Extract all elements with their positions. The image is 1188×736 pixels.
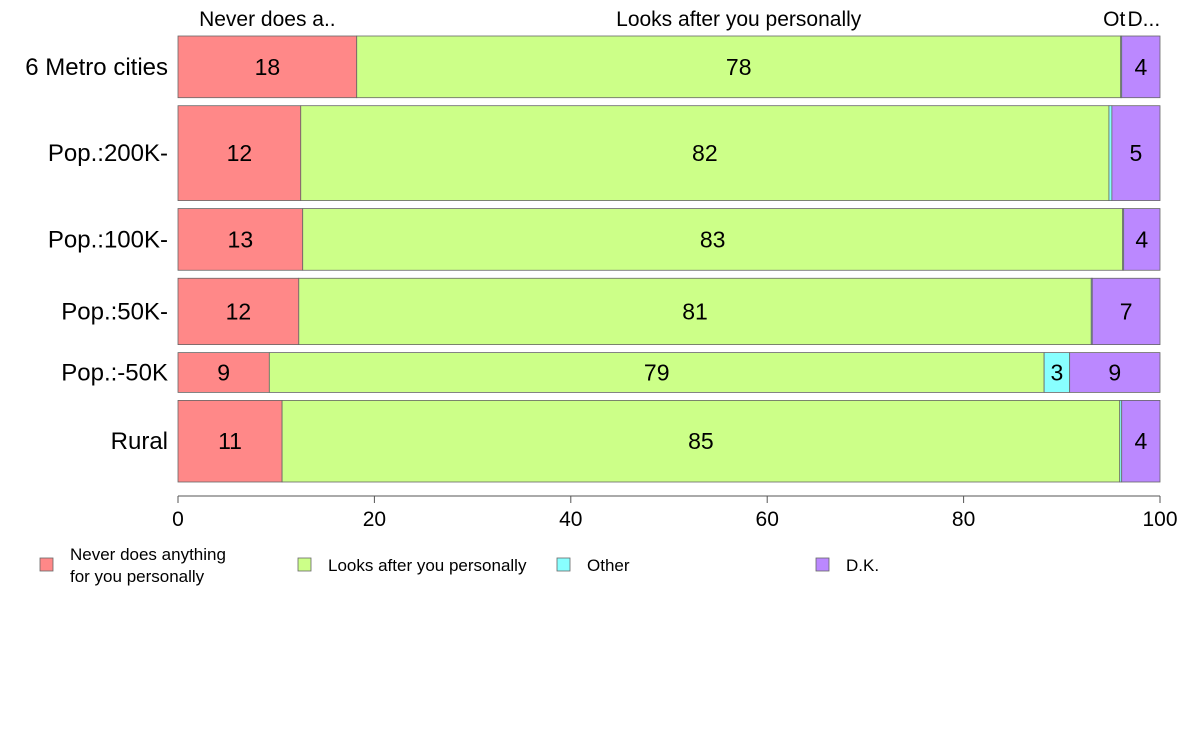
- top-label-1: Never does a..: [199, 8, 336, 31]
- bar-segment-5-3: [1043, 352, 1071, 393]
- data-label-6-1: 11: [218, 428, 242, 454]
- bar-segment-2-1: [177, 105, 302, 201]
- bar-segment-4-1: [177, 277, 300, 345]
- bar-segment-3-2: [302, 208, 1124, 271]
- bar-segment-2-2: [300, 105, 1110, 201]
- data-label-2-1: 12: [227, 140, 253, 166]
- x-tick-label-2: 20: [363, 508, 386, 531]
- bar-segment-2-4: [1111, 105, 1161, 201]
- bars: 18 78 412 82 513 83 412 81 79 79 3 911 85 4: [177, 35, 1161, 483]
- data-label-2-2: 82: [692, 140, 718, 166]
- data-label-4-2: 81: [682, 298, 708, 324]
- legend-label-1-line-1: Never does anything: [70, 545, 226, 564]
- x-tick-label-5: 80: [952, 508, 975, 531]
- legend-swatch-4: [815, 557, 830, 572]
- legend: Never does anything for you personally Loo…: [39, 545, 879, 586]
- legend-label-1-line-2: for you personally: [70, 567, 205, 586]
- x-tick-label-4: 60: [756, 508, 779, 531]
- data-label-3-2: 83: [700, 226, 726, 252]
- bar-segment-6-1: [177, 400, 283, 483]
- data-label-4-1: 12: [226, 298, 252, 324]
- bar-segment-3-4: [1123, 208, 1161, 271]
- legend-label-3: Other: [587, 556, 630, 575]
- category-label-2: Pop.:200K-: [48, 140, 168, 167]
- top-label-3: Ot: [1103, 8, 1125, 31]
- data-label-5-4: 9: [1108, 360, 1121, 386]
- data-label-1-2: 78: [726, 54, 752, 80]
- bar-segment-6-2: [281, 400, 1121, 483]
- x-tick-label-6: 100: [1142, 508, 1177, 531]
- bar-segment-5-1: [177, 352, 270, 393]
- bar-segment-5-4: [1069, 352, 1161, 393]
- legend-label-2: Looks after you personally: [328, 556, 527, 575]
- x-axis: 0 20 40 60 80 100: [172, 495, 1178, 531]
- data-label-3-4: 4: [1135, 226, 1148, 252]
- data-label-6-4: 4: [1134, 428, 1147, 454]
- x-tick-label-3: 40: [559, 508, 582, 531]
- series-top-labels: Never does a.. Looks after you personally…: [199, 8, 1160, 31]
- bar-segment-1-4: [1121, 35, 1161, 99]
- bar-segment-4-4: [1091, 277, 1161, 345]
- category-labels: 6 Metro cities Pop.:200K- Pop.:100K- Pop.:5…: [25, 54, 168, 455]
- category-label-3: Pop.:100K-: [48, 226, 168, 253]
- bar-segment-5-2: [268, 352, 1045, 393]
- bar-segment-2-3: [1108, 105, 1113, 201]
- top-label-4: D...: [1128, 8, 1161, 31]
- category-label-5: Pop.:-50K: [61, 360, 168, 387]
- category-label-1: 6 Metro cities: [25, 54, 168, 81]
- bar-segment-3-1: [177, 208, 304, 271]
- data-label-1-4: 4: [1134, 54, 1147, 80]
- bar-segment-4-2: [298, 277, 1092, 345]
- data-label-5-1: 9: [217, 360, 230, 386]
- x-tick-label-1: 0: [172, 508, 184, 531]
- legend-swatch-2: [297, 557, 312, 572]
- data-label-5-3: 3: [1050, 360, 1063, 386]
- data-label-6-2: 85: [688, 428, 714, 454]
- data-label-2-4: 5: [1130, 140, 1143, 166]
- data-label-3-1: 13: [228, 226, 254, 252]
- category-label-4: Pop.:50K-: [61, 298, 168, 325]
- top-label-2: Looks after you personally: [616, 8, 862, 31]
- data-label-5-2: 79: [644, 360, 670, 386]
- legend-swatch-1: [39, 557, 54, 572]
- data-label-1-1: 18: [255, 54, 281, 80]
- bar-segment-1-1: [177, 35, 358, 99]
- legend-swatch-3: [556, 557, 571, 572]
- bar-segment-1-2: [356, 35, 1122, 99]
- data-label-4-4: 7: [1120, 298, 1133, 324]
- category-label-6: Rural: [111, 428, 168, 455]
- legend-label-4: D.K.: [846, 556, 879, 575]
- bar-segment-6-4: [1121, 400, 1161, 483]
